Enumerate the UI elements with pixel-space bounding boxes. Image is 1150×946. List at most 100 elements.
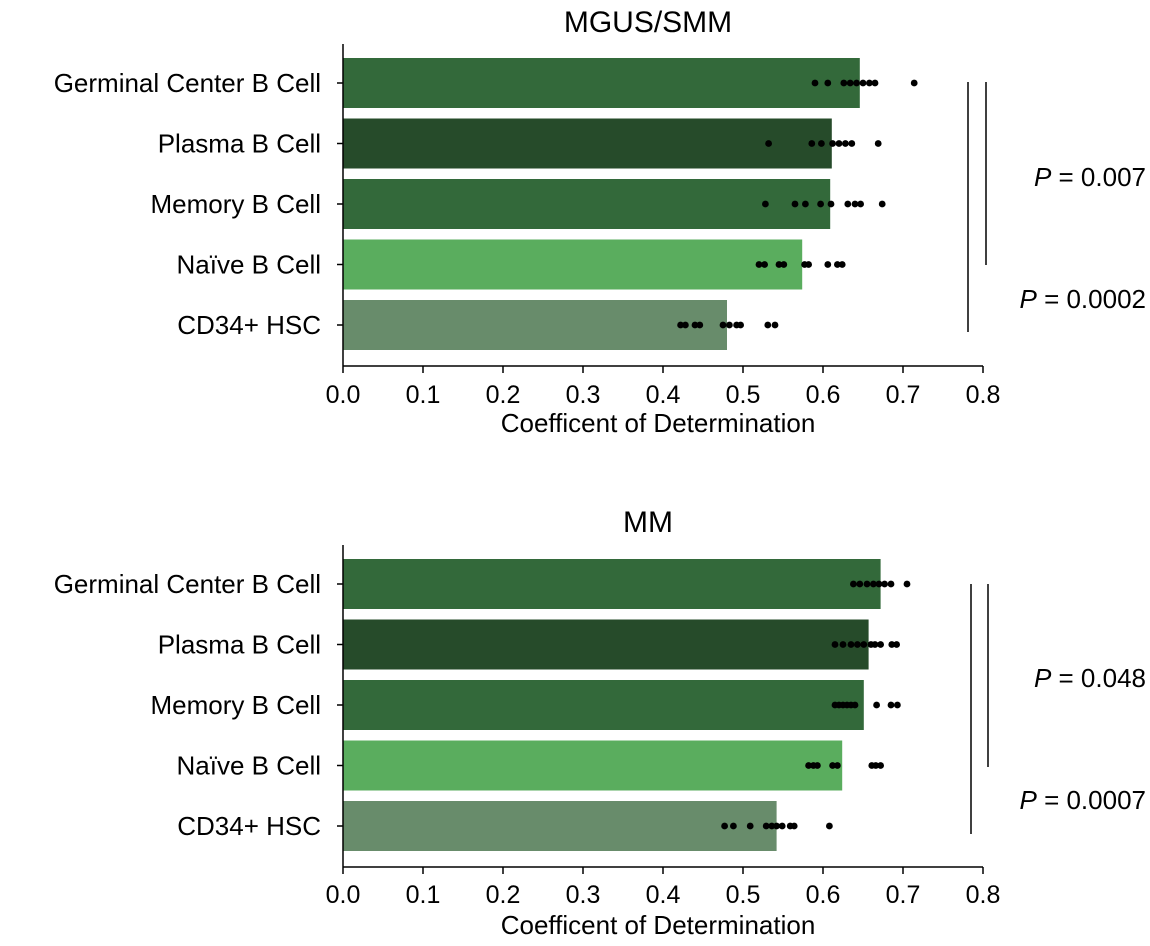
bar bbox=[343, 801, 777, 851]
category-label: Plasma B Cell bbox=[158, 630, 321, 660]
category-label: Memory B Cell bbox=[151, 189, 321, 219]
data-point bbox=[887, 701, 895, 709]
bar bbox=[343, 619, 869, 670]
data-point bbox=[873, 701, 880, 709]
category-label: Naïve B Cell bbox=[177, 250, 322, 280]
data-point bbox=[814, 762, 821, 769]
data-point bbox=[857, 200, 864, 208]
data-point bbox=[840, 79, 848, 87]
data-point bbox=[863, 580, 871, 588]
data-point bbox=[790, 822, 798, 830]
data-point bbox=[768, 822, 776, 830]
chart-title: MGUS/SMM bbox=[564, 6, 732, 39]
data-point bbox=[808, 140, 816, 147]
data-point bbox=[875, 580, 883, 588]
data-point bbox=[851, 701, 859, 709]
data-point bbox=[866, 79, 873, 87]
data-point bbox=[910, 79, 918, 87]
data-point bbox=[824, 79, 832, 87]
x-tick-label: 0.2 bbox=[486, 881, 521, 909]
data-point bbox=[811, 79, 819, 87]
data-point bbox=[773, 822, 780, 830]
data-point bbox=[817, 200, 824, 208]
data-point bbox=[764, 321, 772, 329]
data-point bbox=[802, 200, 809, 208]
data-point bbox=[829, 762, 836, 769]
data-point bbox=[805, 261, 812, 268]
data-point bbox=[765, 140, 772, 147]
bar bbox=[343, 179, 831, 229]
data-point bbox=[834, 762, 841, 769]
x-tick-label: 0.1 bbox=[406, 881, 441, 909]
x-tick-label: 0.7 bbox=[886, 881, 921, 909]
data-point bbox=[878, 200, 886, 208]
data-point bbox=[854, 641, 861, 648]
data-point bbox=[894, 701, 901, 709]
data-point bbox=[818, 140, 825, 147]
bar bbox=[343, 559, 881, 609]
x-tick-label: 0.3 bbox=[566, 881, 601, 909]
x-tick-label: 0.4 bbox=[646, 881, 681, 909]
category-label: Germinal Center B Cell bbox=[54, 569, 321, 599]
p-symbol: P bbox=[1020, 284, 1038, 314]
data-point bbox=[682, 321, 689, 329]
data-point bbox=[719, 321, 727, 329]
x-tick-label: 0.4 bbox=[646, 381, 681, 409]
x-axis-label: Coefficent of Determination bbox=[501, 408, 816, 438]
data-point bbox=[881, 580, 888, 588]
data-point bbox=[842, 140, 849, 147]
data-point bbox=[848, 140, 856, 147]
x-tick-label: 0.8 bbox=[966, 381, 1001, 409]
data-point bbox=[826, 822, 833, 830]
category-label: CD34+ HSC bbox=[177, 310, 321, 340]
p-value-text: = 0.048 bbox=[1051, 663, 1146, 693]
data-point bbox=[870, 580, 877, 588]
p-symbol: P bbox=[1020, 785, 1038, 815]
data-point bbox=[827, 200, 835, 208]
x-axis-label: Coefficent of Determination bbox=[501, 910, 816, 940]
x-tick-label: 0.0 bbox=[326, 881, 361, 909]
x-tick-label: 0.7 bbox=[886, 381, 921, 409]
x-tick-label: 0.8 bbox=[966, 881, 1001, 909]
bar bbox=[343, 118, 832, 169]
x-tick-label: 0.6 bbox=[806, 381, 841, 409]
bar bbox=[343, 680, 864, 730]
bar bbox=[343, 740, 843, 791]
data-point bbox=[746, 822, 754, 830]
p-value-text: = 0.0002 bbox=[1037, 284, 1146, 314]
data-point bbox=[831, 641, 839, 648]
data-point bbox=[791, 200, 799, 208]
data-point bbox=[771, 321, 779, 329]
data-point bbox=[677, 321, 684, 329]
data-point bbox=[877, 762, 884, 769]
data-point bbox=[903, 580, 911, 588]
data-point bbox=[893, 641, 900, 648]
data-point bbox=[877, 641, 884, 648]
p-value-label: P = 0.0002 bbox=[1020, 284, 1147, 314]
data-point bbox=[721, 822, 728, 830]
chart-panel-1: MGUS/SMM Germinal Center B Cell Plasma B C… bbox=[54, 6, 1146, 438]
x-tick-label: 0.5 bbox=[726, 381, 761, 409]
data-point bbox=[762, 822, 770, 830]
data-point bbox=[780, 261, 788, 268]
data-point bbox=[872, 762, 880, 769]
data-point bbox=[755, 261, 763, 268]
x-tick-label: 0.1 bbox=[406, 381, 441, 409]
data-point bbox=[839, 641, 847, 648]
data-point bbox=[691, 321, 699, 329]
data-point bbox=[871, 79, 879, 87]
bar bbox=[343, 300, 727, 350]
category-label: Germinal Center B Cell bbox=[54, 68, 321, 98]
data-point bbox=[805, 762, 812, 769]
data-point bbox=[856, 580, 864, 588]
data-point bbox=[761, 261, 768, 268]
data-point bbox=[853, 79, 860, 87]
data-point bbox=[834, 261, 841, 268]
data-point bbox=[824, 261, 832, 268]
x-tick-label: 0.5 bbox=[726, 881, 761, 909]
data-point bbox=[871, 641, 879, 648]
data-point bbox=[829, 140, 836, 147]
x-tick-label: 0.3 bbox=[566, 381, 601, 409]
data-point bbox=[874, 140, 882, 147]
